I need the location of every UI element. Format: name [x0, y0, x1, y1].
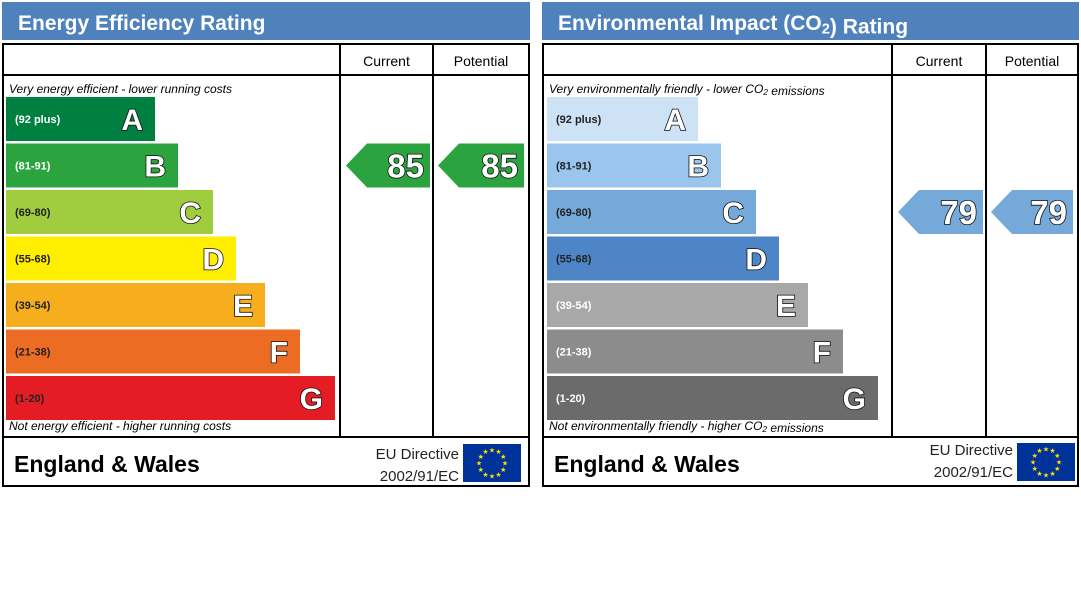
eu-star-icon: ★ — [1049, 470, 1055, 478]
band-bar-e — [547, 283, 808, 327]
band-bar-g — [547, 376, 878, 420]
eu-star-icon: ★ — [1036, 447, 1042, 455]
band-letter-d: D — [202, 244, 224, 277]
band-bar-g — [6, 376, 335, 420]
eu-flag-icon — [463, 444, 521, 482]
eu-flag-icon — [1017, 443, 1075, 481]
band-bar-f — [6, 329, 300, 374]
eu-star-icon: ★ — [1049, 447, 1055, 455]
band-letter-a: A — [664, 104, 686, 137]
current-rating-arrow — [346, 143, 430, 188]
eu-star-icon: ★ — [478, 466, 484, 474]
band-letter-f: F — [813, 337, 831, 370]
band-letter-e: E — [233, 290, 253, 323]
band-bar-e — [6, 283, 265, 327]
title-bar — [2, 2, 530, 40]
environmental-impact-chart: Environmental Impact (CO2) Rating Current… — [540, 0, 1081, 490]
eu-star-icon: ★ — [1043, 472, 1049, 480]
current-rating-value: 79 — [940, 194, 977, 231]
chart-title: Energy Efficiency Rating — [18, 12, 265, 35]
bottom-note: Not environmentally friendly - higher CO… — [549, 419, 824, 435]
eu-star-icon: ★ — [1032, 452, 1038, 460]
energy-efficiency-chart: Energy Efficiency Rating Current Potential… — [0, 0, 532, 490]
column-header-current: Current — [916, 53, 963, 69]
band-bar-c — [6, 190, 213, 234]
column-header-potential: Potential — [1005, 53, 1059, 69]
potential-rating-arrow — [438, 143, 524, 188]
title-bar — [542, 2, 1079, 40]
band-bar-a — [547, 97, 698, 141]
eu-star-icon: ★ — [1054, 465, 1060, 473]
band-range-g: (1-20) — [15, 393, 45, 405]
column-header-potential: Potential — [454, 53, 508, 69]
eu-star-icon: ★ — [500, 466, 506, 474]
eu-star-icon: ★ — [482, 448, 488, 456]
column-header-current: Current — [363, 53, 410, 69]
footer-region: England & Wales — [14, 451, 200, 477]
band-letter-a: A — [121, 104, 143, 137]
footer-directive-line2: 2002/91/EC — [380, 468, 459, 485]
bottom-note: Not energy efficient - higher running co… — [9, 419, 231, 433]
band-letter-g: G — [843, 383, 866, 416]
band-range-b: (81-91) — [556, 161, 592, 173]
eu-star-icon: ★ — [478, 453, 484, 461]
band-range-e: (39-54) — [556, 300, 592, 312]
band-range-d: (55-68) — [556, 254, 592, 266]
band-bar-d — [547, 236, 779, 281]
band-range-a: (92 plus) — [556, 114, 602, 126]
band-range-g: (1-20) — [556, 393, 586, 405]
band-range-c: (69-80) — [15, 207, 51, 219]
eu-star-icon: ★ — [489, 447, 495, 455]
current-rating-value: 85 — [387, 148, 424, 185]
band-letter-g: G — [300, 383, 323, 416]
eu-star-icon: ★ — [1043, 446, 1049, 454]
top-note: Very environmentally friendly - lower CO… — [549, 82, 825, 98]
band-range-f: (21-38) — [15, 347, 51, 359]
footer-directive-line1: EU Directive — [930, 442, 1013, 459]
band-bar-c — [547, 190, 756, 234]
potential-rating-value: 79 — [1030, 194, 1067, 231]
eu-star-icon: ★ — [495, 471, 501, 479]
band-letter-d: D — [745, 244, 767, 277]
band-letter-b: B — [144, 151, 166, 184]
band-range-a: (92 plus) — [15, 114, 61, 126]
footer-directive-line1: EU Directive — [376, 446, 459, 463]
eu-star-icon: ★ — [1030, 459, 1036, 467]
eu-star-icon: ★ — [482, 471, 488, 479]
eu-star-icon: ★ — [476, 460, 482, 468]
band-letter-f: F — [270, 337, 288, 370]
band-letter-c: C — [722, 197, 744, 230]
eu-star-icon: ★ — [502, 460, 508, 468]
band-bar-b — [547, 143, 721, 188]
current-rating-arrow — [898, 190, 983, 234]
potential-rating-value: 85 — [481, 148, 518, 185]
eu-star-icon: ★ — [1036, 470, 1042, 478]
band-letter-c: C — [179, 197, 201, 230]
eu-star-icon: ★ — [489, 473, 495, 481]
band-bar-b — [6, 143, 178, 188]
band-bar-f — [547, 329, 843, 374]
potential-rating-arrow — [991, 190, 1073, 234]
eu-star-icon: ★ — [500, 453, 506, 461]
eu-star-icon: ★ — [495, 448, 501, 456]
band-bar-a — [6, 97, 155, 141]
band-bar-d — [6, 236, 236, 281]
band-range-f: (21-38) — [556, 347, 592, 359]
footer-directive-line2: 2002/91/EC — [934, 464, 1013, 481]
footer-region: England & Wales — [554, 451, 740, 477]
rating-svg: Environmental Impact (CO2) Rating Current… — [542, 2, 1079, 487]
band-letter-e: E — [776, 290, 796, 323]
chart-title: Environmental Impact (CO2) Rating — [558, 12, 908, 39]
top-note: Very energy efficient - lower running co… — [9, 82, 232, 96]
band-range-c: (69-80) — [556, 207, 592, 219]
band-letter-b: B — [687, 151, 709, 184]
eu-star-icon: ★ — [1032, 465, 1038, 473]
eu-star-icon: ★ — [1054, 452, 1060, 460]
band-range-b: (81-91) — [15, 161, 51, 173]
rating-svg: Energy Efficiency Rating Current Potential… — [2, 2, 530, 487]
band-range-d: (55-68) — [15, 254, 51, 266]
band-range-e: (39-54) — [15, 300, 51, 312]
eu-star-icon: ★ — [1056, 459, 1062, 467]
